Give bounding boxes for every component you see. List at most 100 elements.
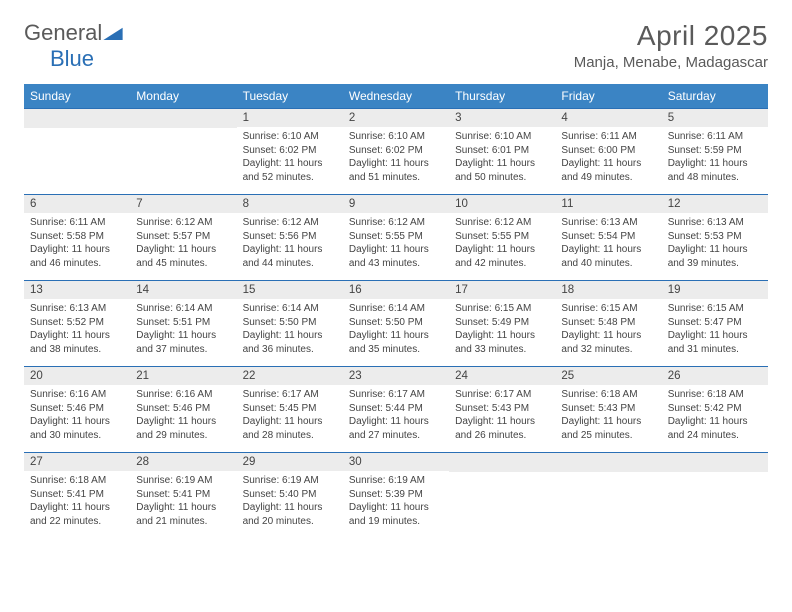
daylight-line: Daylight: 11 hours and 20 minutes. (243, 501, 337, 528)
day-content-empty (449, 472, 555, 481)
daylight-line: Daylight: 11 hours and 44 minutes. (243, 243, 337, 270)
daylight-line: Daylight: 11 hours and 31 minutes. (668, 329, 762, 356)
day-number: 11 (555, 194, 661, 213)
sunset-line: Sunset: 6:00 PM (561, 144, 655, 158)
day-number-empty (555, 452, 661, 472)
daylight-line: Daylight: 11 hours and 38 minutes. (30, 329, 124, 356)
calendar-cell: 27Sunrise: 6:18 AMSunset: 5:41 PMDayligh… (24, 452, 130, 538)
day-number: 17 (449, 280, 555, 299)
daylight-line: Daylight: 11 hours and 40 minutes. (561, 243, 655, 270)
weekday-header-thursday: Thursday (449, 84, 555, 108)
calendar-cell (662, 452, 768, 538)
brand-triangle-icon (103, 26, 123, 40)
sunset-line: Sunset: 5:48 PM (561, 316, 655, 330)
daylight-line: Daylight: 11 hours and 25 minutes. (561, 415, 655, 442)
sunrise-line: Sunrise: 6:17 AM (349, 388, 443, 402)
sunrise-line: Sunrise: 6:10 AM (243, 130, 337, 144)
daylight-line: Daylight: 11 hours and 45 minutes. (136, 243, 230, 270)
sunset-line: Sunset: 5:41 PM (136, 488, 230, 502)
sunrise-line: Sunrise: 6:11 AM (561, 130, 655, 144)
sunrise-line: Sunrise: 6:15 AM (455, 302, 549, 316)
day-content: Sunrise: 6:15 AMSunset: 5:49 PMDaylight:… (449, 299, 555, 362)
calendar-cell: 20Sunrise: 6:16 AMSunset: 5:46 PMDayligh… (24, 366, 130, 452)
calendar-row: 6Sunrise: 6:11 AMSunset: 5:58 PMDaylight… (24, 194, 768, 280)
calendar-row: 27Sunrise: 6:18 AMSunset: 5:41 PMDayligh… (24, 452, 768, 538)
sunset-line: Sunset: 5:46 PM (136, 402, 230, 416)
day-number: 1 (237, 108, 343, 127)
daylight-line: Daylight: 11 hours and 43 minutes. (349, 243, 443, 270)
calendar-cell: 17Sunrise: 6:15 AMSunset: 5:49 PMDayligh… (449, 280, 555, 366)
day-number: 25 (555, 366, 661, 385)
day-number: 3 (449, 108, 555, 127)
calendar-cell: 21Sunrise: 6:16 AMSunset: 5:46 PMDayligh… (130, 366, 236, 452)
day-number: 13 (24, 280, 130, 299)
day-content: Sunrise: 6:10 AMSunset: 6:02 PMDaylight:… (237, 127, 343, 190)
day-content: Sunrise: 6:19 AMSunset: 5:40 PMDaylight:… (237, 471, 343, 534)
calendar-row: 13Sunrise: 6:13 AMSunset: 5:52 PMDayligh… (24, 280, 768, 366)
sunset-line: Sunset: 5:42 PM (668, 402, 762, 416)
daylight-line: Daylight: 11 hours and 33 minutes. (455, 329, 549, 356)
day-content: Sunrise: 6:18 AMSunset: 5:41 PMDaylight:… (24, 471, 130, 534)
weekday-header-sunday: Sunday (24, 84, 130, 108)
sunset-line: Sunset: 5:49 PM (455, 316, 549, 330)
weekday-header-wednesday: Wednesday (343, 84, 449, 108)
day-number: 28 (130, 452, 236, 471)
calendar-cell: 7Sunrise: 6:12 AMSunset: 5:57 PMDaylight… (130, 194, 236, 280)
sunrise-line: Sunrise: 6:16 AM (30, 388, 124, 402)
sunset-line: Sunset: 5:53 PM (668, 230, 762, 244)
day-content: Sunrise: 6:12 AMSunset: 5:55 PMDaylight:… (449, 213, 555, 276)
day-number: 2 (343, 108, 449, 127)
calendar-cell: 23Sunrise: 6:17 AMSunset: 5:44 PMDayligh… (343, 366, 449, 452)
sunset-line: Sunset: 5:50 PM (243, 316, 337, 330)
calendar-cell: 24Sunrise: 6:17 AMSunset: 5:43 PMDayligh… (449, 366, 555, 452)
sunrise-line: Sunrise: 6:19 AM (136, 474, 230, 488)
sunset-line: Sunset: 5:40 PM (243, 488, 337, 502)
calendar-cell: 10Sunrise: 6:12 AMSunset: 5:55 PMDayligh… (449, 194, 555, 280)
calendar-cell: 28Sunrise: 6:19 AMSunset: 5:41 PMDayligh… (130, 452, 236, 538)
calendar-row: 1Sunrise: 6:10 AMSunset: 6:02 PMDaylight… (24, 108, 768, 194)
sunrise-line: Sunrise: 6:14 AM (136, 302, 230, 316)
day-content: Sunrise: 6:11 AMSunset: 6:00 PMDaylight:… (555, 127, 661, 190)
sunrise-line: Sunrise: 6:18 AM (668, 388, 762, 402)
weekday-header-tuesday: Tuesday (237, 84, 343, 108)
day-number: 29 (237, 452, 343, 471)
day-content: Sunrise: 6:10 AMSunset: 6:01 PMDaylight:… (449, 127, 555, 190)
day-content: Sunrise: 6:19 AMSunset: 5:41 PMDaylight:… (130, 471, 236, 534)
day-number: 27 (24, 452, 130, 471)
daylight-line: Daylight: 11 hours and 27 minutes. (349, 415, 443, 442)
sunrise-line: Sunrise: 6:18 AM (30, 474, 124, 488)
day-number: 15 (237, 280, 343, 299)
brand-blue: Blue (50, 46, 94, 71)
sunrise-line: Sunrise: 6:13 AM (30, 302, 124, 316)
sunrise-line: Sunrise: 6:12 AM (349, 216, 443, 230)
daylight-line: Daylight: 11 hours and 51 minutes. (349, 157, 443, 184)
sunrise-line: Sunrise: 6:15 AM (668, 302, 762, 316)
day-content: Sunrise: 6:10 AMSunset: 6:02 PMDaylight:… (343, 127, 449, 190)
sunrise-line: Sunrise: 6:11 AM (30, 216, 124, 230)
day-content: Sunrise: 6:19 AMSunset: 5:39 PMDaylight:… (343, 471, 449, 534)
sunset-line: Sunset: 6:02 PM (349, 144, 443, 158)
day-content: Sunrise: 6:15 AMSunset: 5:47 PMDaylight:… (662, 299, 768, 362)
sunset-line: Sunset: 5:59 PM (668, 144, 762, 158)
day-number: 24 (449, 366, 555, 385)
sunrise-line: Sunrise: 6:10 AM (349, 130, 443, 144)
sunset-line: Sunset: 5:51 PM (136, 316, 230, 330)
calendar-table: SundayMondayTuesdayWednesdayThursdayFrid… (24, 84, 768, 538)
day-number: 18 (555, 280, 661, 299)
sunset-line: Sunset: 5:47 PM (668, 316, 762, 330)
calendar-cell: 11Sunrise: 6:13 AMSunset: 5:54 PMDayligh… (555, 194, 661, 280)
calendar-cell: 4Sunrise: 6:11 AMSunset: 6:00 PMDaylight… (555, 108, 661, 194)
sunrise-line: Sunrise: 6:11 AM (668, 130, 762, 144)
calendar-cell: 13Sunrise: 6:13 AMSunset: 5:52 PMDayligh… (24, 280, 130, 366)
title-block: April 2025 Manja, Menabe, Madagascar (574, 20, 768, 71)
sunrise-line: Sunrise: 6:18 AM (561, 388, 655, 402)
day-number: 20 (24, 366, 130, 385)
day-number-empty (130, 108, 236, 128)
day-number: 19 (662, 280, 768, 299)
day-content: Sunrise: 6:13 AMSunset: 5:54 PMDaylight:… (555, 213, 661, 276)
sunrise-line: Sunrise: 6:12 AM (455, 216, 549, 230)
calendar-cell: 2Sunrise: 6:10 AMSunset: 6:02 PMDaylight… (343, 108, 449, 194)
calendar-cell: 18Sunrise: 6:15 AMSunset: 5:48 PMDayligh… (555, 280, 661, 366)
sunset-line: Sunset: 5:45 PM (243, 402, 337, 416)
daylight-line: Daylight: 11 hours and 22 minutes. (30, 501, 124, 528)
